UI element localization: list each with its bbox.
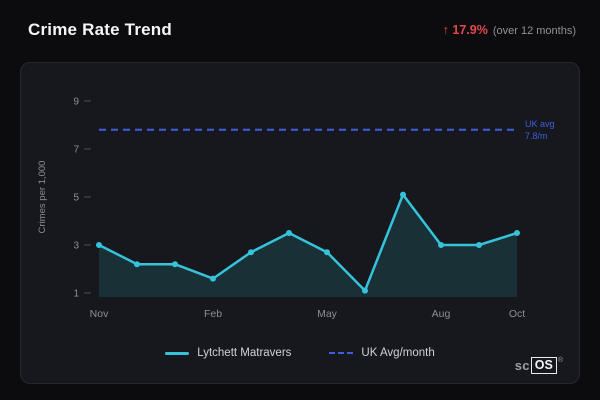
x-tick-label: Aug [432,308,451,320]
x-tick-label: Nov [90,308,109,320]
y-tick-label: 7 [73,145,79,156]
series-area [99,194,517,297]
data-point [514,230,520,236]
data-point [172,261,178,268]
dashed-line-swatch-icon [329,352,354,354]
y-tick-label: 9 [73,97,79,108]
logo-prefix: sc [514,358,530,373]
y-tick-label: 3 [73,241,79,252]
data-point [362,287,368,294]
data-point [248,249,254,256]
data-point [324,249,330,256]
chart-card: 1 3 5 7 9 Nov Feb May Aug Oct Crimes per 1,000 UK a… [20,62,580,384]
change-value: ↑ 17.9% [443,23,488,37]
x-tick-label: Feb [204,308,222,320]
solid-line-swatch-icon [165,351,190,355]
uk-avg-annotation-line2: 7.8/m [525,131,548,141]
legend-label-town: Lytchett Matravers [197,347,292,359]
series-line [97,193,519,292]
uk-avg-annotation-line1: UK avg [525,119,555,129]
header: Crime Rate Trend ↑ 17.9% (over 12 months… [0,0,600,60]
legend-item-town: Lytchett Matravers [165,347,291,359]
data-point [438,242,444,248]
page-title: Crime Rate Trend [28,20,172,39]
trend-chart: 1 3 5 7 9 Nov Feb May Aug Oct Crimes per 1,000 UK a… [37,97,555,321]
change-percent: 17.9% [452,23,488,37]
legend-item-ukavg: UK Avg/month [329,347,435,359]
legend-label-ukavg: UK Avg/month [361,347,435,359]
registered-mark: ® [557,357,563,364]
x-tick-label: Oct [509,308,525,320]
data-point [400,191,406,198]
data-point [210,275,216,282]
data-point [476,242,482,248]
y-tick-label: 1 [73,289,79,300]
x-tick-label: May [317,308,338,320]
chart-legend: Lytchett Matravers UK Avg/month [33,343,567,363]
data-point [286,230,292,236]
up-arrow-icon: ↑ [442,23,449,37]
y-tick-label: 5 [73,193,79,204]
data-point [96,242,102,248]
change-indicator: ↑ 17.9% (over 12 months) [443,23,576,37]
data-point [134,261,140,268]
y-axis-title: Crimes per 1,000 [37,161,48,234]
change-caption: (over 12 months) [492,25,576,37]
logo-box: OS [530,357,557,374]
scos-logo: sc OS ® [515,357,563,374]
